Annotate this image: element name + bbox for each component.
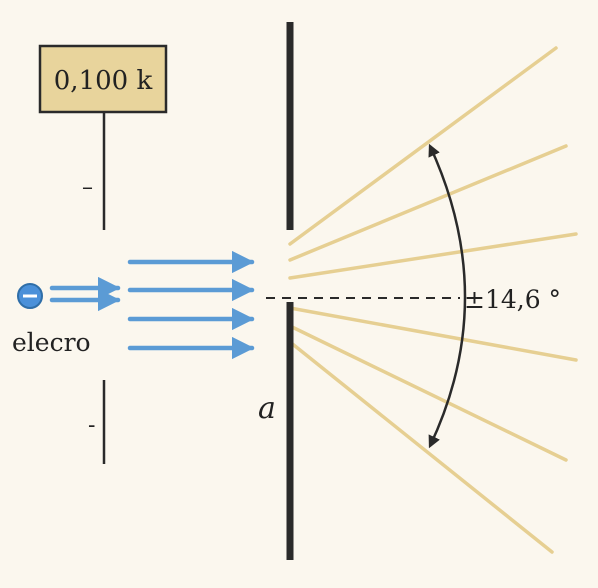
minus-sign-lower: - [88,413,95,438]
diffraction-ray [288,46,558,246]
voltage-label: 0,100 k [54,66,153,96]
incoming-beam [127,250,255,360]
particle-label: elecro [12,328,91,357]
diffraction-ray [288,340,554,554]
incoming-beam-short [49,276,121,312]
slit-width-label: a [258,391,276,426]
voltage-box [38,44,168,114]
diffraction-ray [288,144,568,262]
electron-icon [17,283,43,309]
angle-label: ±14,6 ° [464,285,561,314]
diffraction-ray [288,324,568,462]
minus-sign-upper: – [82,175,93,200]
curved-double-arrow-icon [428,143,467,449]
